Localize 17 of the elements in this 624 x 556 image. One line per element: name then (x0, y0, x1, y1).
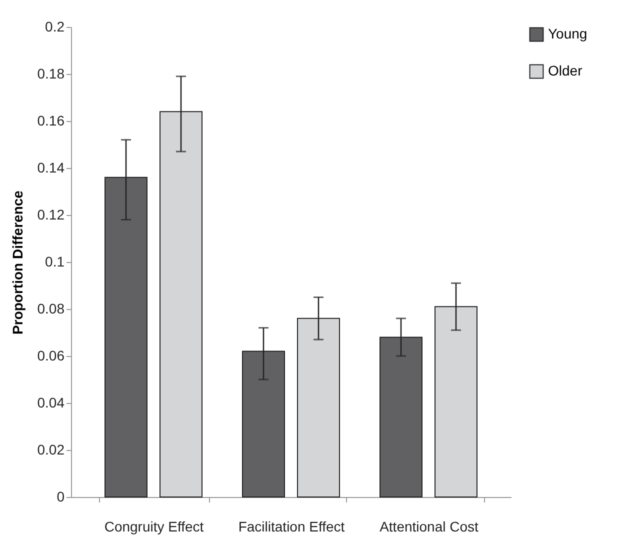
y-tick-label: 0.12 (37, 206, 65, 222)
y-tick-label: 0.1 (45, 254, 65, 270)
y-tick-label: 0.02 (37, 442, 65, 458)
x-tick-label: Facilitation Effect (238, 518, 345, 534)
y-tick-label: 0.06 (37, 348, 65, 364)
y-tick-label: 0.08 (37, 300, 65, 316)
legend-label: Young (548, 26, 588, 42)
y-tick-label: 0.2 (45, 18, 65, 34)
y-tick-label: 0.16 (37, 112, 65, 128)
y-tick-label: 0 (56, 488, 65, 504)
y-axis-title: Proportion Difference (9, 190, 26, 334)
x-tick-label: Congruity Effect (104, 518, 204, 534)
y-tick-label: 0.18 (37, 66, 65, 82)
legend-label: Older (548, 62, 583, 78)
x-tick-label: Attentional Cost (380, 518, 479, 534)
y-tick-label: 0.14 (37, 160, 65, 176)
y-tick-label: 0.04 (37, 394, 65, 410)
